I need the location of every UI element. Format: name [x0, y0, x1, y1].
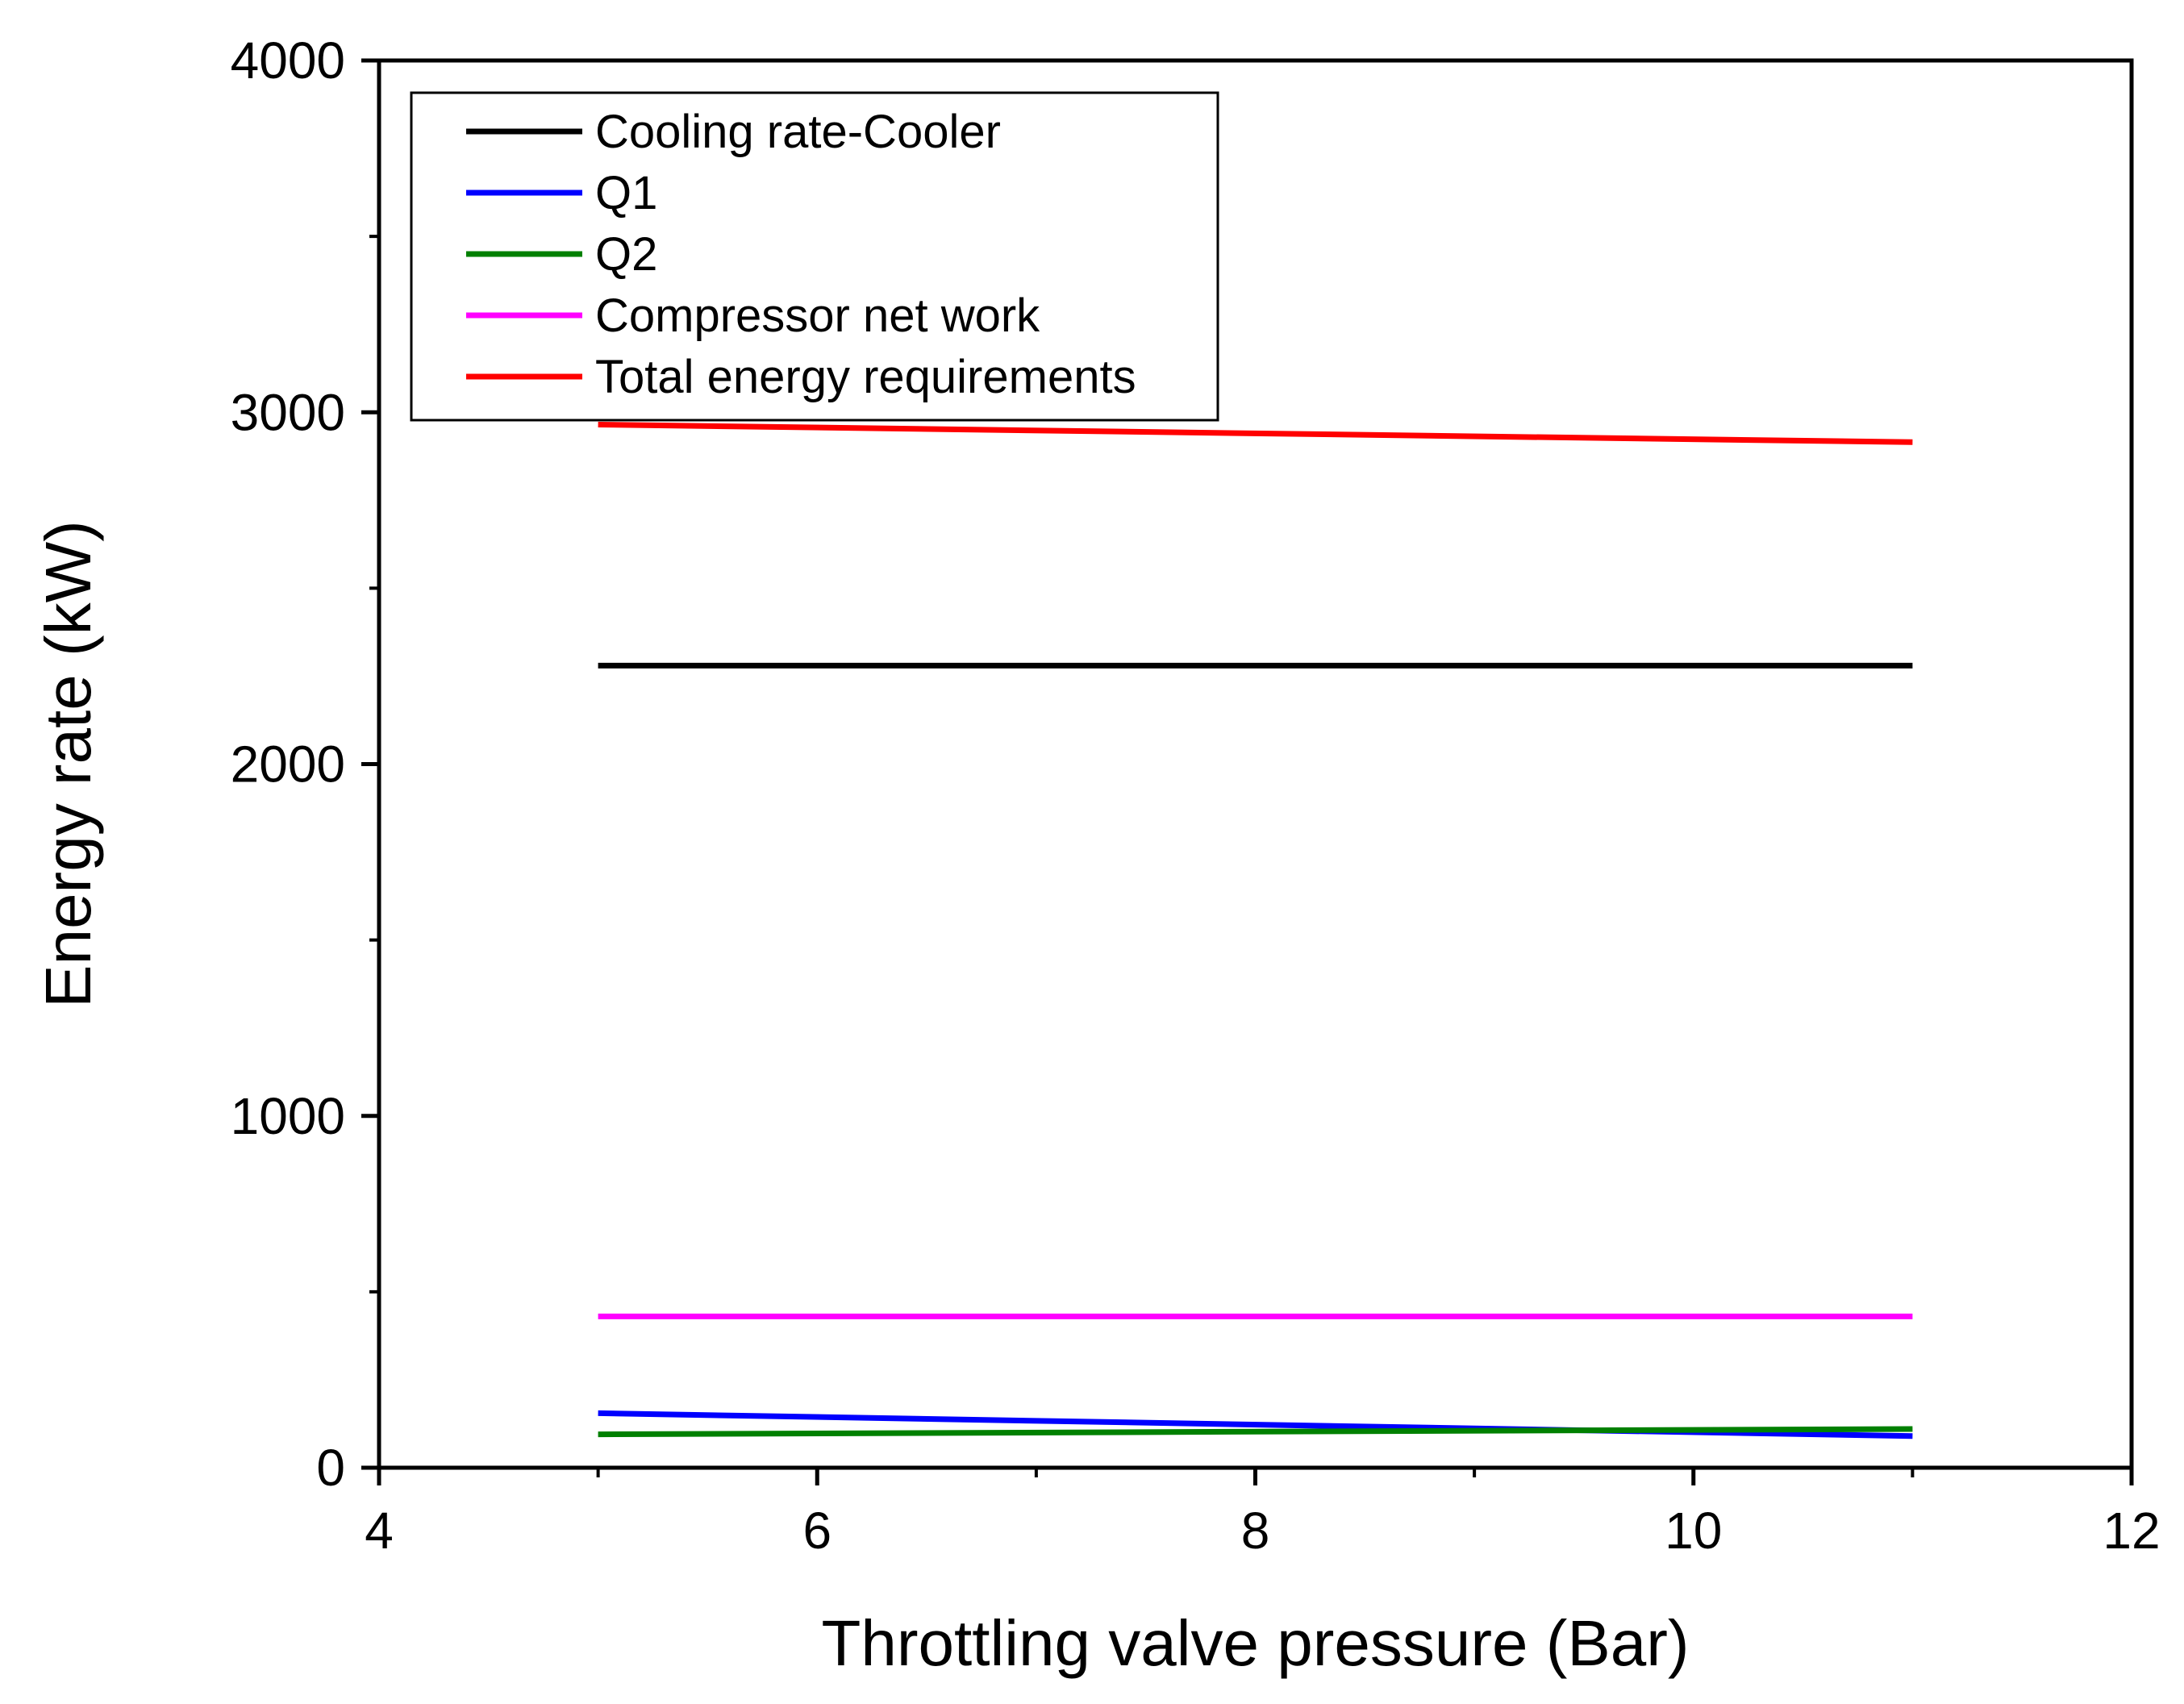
y-axis-title: Energy rate (kW) [32, 520, 104, 1008]
legend-label-1: Cooling rate-Cooler [595, 106, 1001, 158]
legend-label-2: Q1 [595, 167, 657, 219]
legend-label-4: Compressor net work [595, 290, 1040, 342]
legend: Cooling rate-Cooler Q1 Q2 Compressor net wo… [410, 91, 1219, 422]
x-axis-title: Throttling valve pressure (Bar) [822, 1607, 1690, 1679]
legend-label-5: Total energy requirements [595, 351, 1136, 403]
legend-label-3: Q2 [595, 228, 657, 281]
x-tick-label: 6 [802, 1502, 832, 1560]
x-tick-label: 8 [1241, 1502, 1270, 1560]
x-tick-label: 10 [1665, 1502, 1722, 1560]
y-tick-label: 1000 [231, 1087, 345, 1145]
series-line-3 [598, 1426, 1913, 1438]
y-tick-label: 3000 [231, 383, 345, 441]
series-line-5 [598, 422, 1913, 445]
series-layer [598, 422, 1913, 1439]
axes-layer: 4 6 8 10 12 0 1000 2000 3000 4000 Throttling valve… [32, 31, 2161, 1679]
y-tick-label: 0 [316, 1439, 345, 1497]
x-tick-label: 4 [365, 1502, 394, 1560]
y-tick-label: 2000 [231, 735, 345, 794]
y-tick-label: 4000 [231, 31, 345, 90]
x-tick-label: 12 [2103, 1502, 2160, 1560]
